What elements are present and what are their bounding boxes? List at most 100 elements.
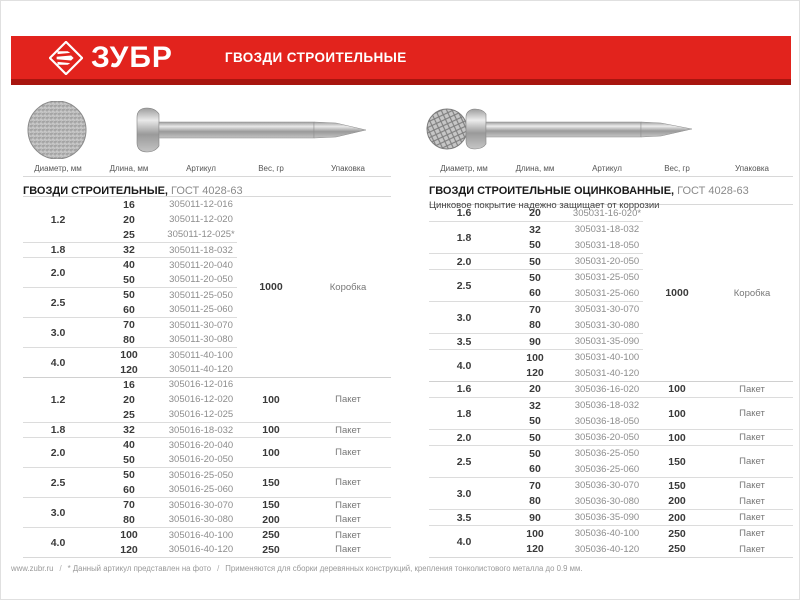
packaging-value: Пакет — [739, 543, 765, 555]
column-header: Длина, мм — [515, 164, 555, 173]
length-value: 120 — [526, 367, 544, 379]
length-value: 32 — [93, 242, 165, 257]
sku-value: 305031-30-080 — [574, 319, 640, 331]
sku-value: 305036-30-080 — [574, 495, 640, 507]
diameter-value: 1.8 — [429, 397, 499, 429]
packaging-value: Пакет — [305, 422, 391, 437]
packaging-value: Пакет — [305, 497, 391, 512]
length-value: 70 — [93, 497, 165, 512]
packaging-value: Пакет — [711, 445, 793, 477]
diameter-value: 2.5 — [23, 467, 93, 497]
footer-note-usage: Применяются для сборки деревянных констр… — [225, 564, 583, 573]
diameter-value: 4.0 — [429, 349, 499, 381]
sku-value: 305011-20-050 — [169, 274, 233, 285]
column-header: Диаметр, мм — [440, 164, 488, 173]
column-header: Вес, гр — [664, 164, 690, 173]
sku-value: 305031-35-090 — [571, 333, 643, 349]
weight-value: 100 — [237, 422, 305, 437]
length-value: 32 — [499, 397, 571, 413]
nail-photo-plain — [27, 101, 367, 159]
length-value: 50 — [123, 453, 135, 466]
length-value: 120 — [120, 363, 138, 376]
weight-value: 100 — [668, 383, 686, 395]
weight-value: 150 — [237, 497, 305, 512]
length-value: 80 — [123, 513, 135, 526]
sku-value: 305036-40-120 — [574, 543, 640, 555]
nail-head-side-view — [465, 108, 487, 150]
website-link[interactable]: www.zubr.ru — [11, 564, 54, 573]
nail-point — [640, 121, 693, 138]
packaging-value: Пакет — [305, 527, 391, 542]
packaging-value: Коробка — [733, 287, 771, 299]
weight-value: 100 — [643, 397, 711, 429]
sku-value: 305011-30-080 — [169, 334, 233, 345]
length-value: 60 — [123, 483, 135, 496]
diameter-value: 3.0 — [23, 497, 93, 527]
nail-point — [313, 121, 367, 139]
length-value: 32 — [499, 221, 571, 237]
weight-value: 250 — [237, 527, 305, 542]
diameter-value: 1.6 — [456, 383, 472, 395]
length-value: 80 — [529, 319, 541, 331]
sku-value: 305036-18-032 — [571, 397, 643, 413]
table-body: 1.6 20 305031-16-020* 1.8 32 305031-18-032 50 3… — [429, 205, 793, 558]
weight-value: 200 — [668, 495, 686, 507]
length-value: 50 — [499, 253, 571, 269]
sku-value: 305011-20-040 — [165, 257, 237, 272]
sku-value: 305031-18-032 — [571, 221, 643, 237]
nail-head-top-view-waffle — [426, 108, 468, 150]
sku-value: 305016-30-080 — [168, 514, 234, 525]
weight-value: 150 — [643, 477, 711, 493]
sku-value: 305011-12-016 — [169, 199, 233, 210]
length-value: 50 — [499, 269, 571, 285]
sku-value: 305011-25-060 — [169, 304, 233, 315]
diameter-value: 2.0 — [429, 253, 499, 269]
length-value: 100 — [499, 525, 571, 541]
diameter-value: 2.5 — [23, 287, 93, 317]
length-value: 60 — [529, 287, 541, 299]
sku-value: 305011-40-120 — [169, 364, 233, 375]
sku-value: 305011-12-025* — [167, 229, 235, 240]
sku-value: 305036-30-070 — [571, 477, 643, 493]
length-value: 60 — [123, 303, 135, 316]
diameter-value: 3.0 — [23, 317, 93, 347]
weight-value: 150 — [643, 445, 711, 477]
page-title: ГВОЗДИ СТРОИТЕЛЬНЫЕ — [224, 50, 407, 65]
footer-separator: / — [217, 564, 220, 573]
length-value: 120 — [120, 543, 138, 556]
packaging-value: Коробка — [329, 281, 367, 293]
packaging-value: Пакет — [335, 544, 361, 555]
length-value: 50 — [93, 287, 165, 302]
diameter-value: 3.5 — [429, 333, 499, 349]
diameter-value: 2.5 — [429, 445, 499, 477]
length-value: 90 — [499, 333, 571, 349]
column-header: Длина, мм — [109, 164, 149, 173]
length-value: 40 — [93, 437, 165, 452]
length-value: 50 — [529, 415, 541, 427]
length-value: 16 — [123, 198, 135, 211]
nail-shaft — [485, 121, 642, 138]
brand-name: ЗУБР — [91, 40, 173, 74]
sku-value: 305016-40-120 — [168, 544, 234, 555]
sku-value: 305011-18-032 — [165, 242, 237, 257]
length-value: 25 — [123, 228, 135, 241]
weight-value: 200 — [643, 509, 711, 525]
length-value: 70 — [499, 301, 571, 317]
table-title: ГВОЗДИ СТРОИТЕЛЬНЫЕ, — [23, 185, 168, 197]
length-value: 20 — [529, 383, 541, 395]
sku-value: 305016-12-020 — [168, 394, 234, 405]
length-value: 50 — [93, 467, 165, 482]
diameter-value: 1.8 — [429, 221, 499, 253]
column-header: Вес, гр — [258, 164, 284, 173]
table-construction-nails: Диаметр, мм Длина, мм Артикул Вес, гр Упаков… — [23, 161, 391, 558]
sku-value: 305031-40-120 — [574, 367, 640, 379]
diameter-value: 2.5 — [429, 269, 499, 301]
sku-value: 305031-25-060 — [574, 287, 640, 299]
sku-value: 305011-25-050 — [165, 287, 237, 302]
diameter-value: 3.0 — [429, 477, 499, 509]
sku-value: 305016-12-016 — [168, 379, 234, 390]
sku-value: 305016-25-060 — [168, 484, 234, 495]
table-column-headers: Диаметр, мм Длина, мм Артикул Вес, гр Упаков… — [23, 161, 391, 177]
length-value: 80 — [123, 333, 135, 346]
